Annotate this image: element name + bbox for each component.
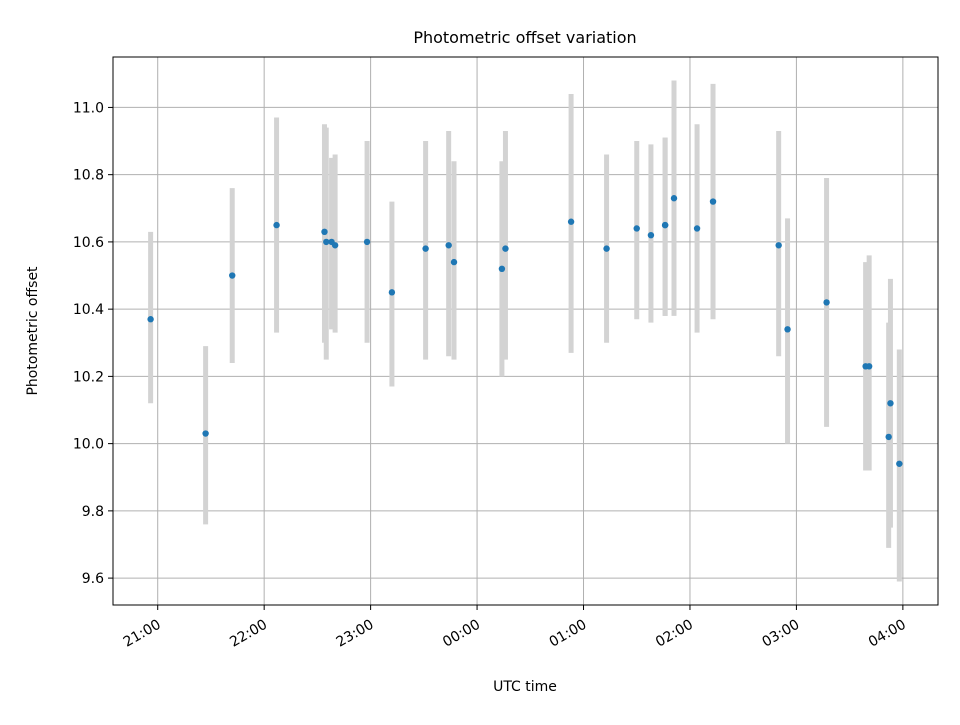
y-axis-label: Photometric offset — [25, 266, 41, 396]
data-point — [823, 299, 830, 306]
data-point — [502, 245, 509, 252]
data-point — [775, 242, 782, 249]
data-point — [388, 289, 396, 296]
y-tick-label: 10.4 — [73, 302, 104, 318]
data-points — [147, 195, 903, 467]
data-point — [445, 242, 452, 249]
y-tick-label: 11.0 — [73, 100, 104, 116]
data-point — [229, 272, 236, 279]
chart-title: Photometric offset variation — [413, 28, 636, 47]
data-point — [670, 195, 678, 202]
data-point — [202, 430, 209, 437]
y-tick-label: 9.6 — [82, 571, 104, 587]
y-tick-label: 10.2 — [73, 369, 104, 385]
data-point — [498, 265, 506, 273]
data-point — [887, 400, 894, 407]
data-point — [865, 363, 873, 370]
data-point — [323, 238, 330, 246]
data-point — [885, 433, 892, 441]
data-point — [896, 460, 903, 467]
data-point — [567, 218, 575, 225]
y-tick-label: 10.0 — [73, 437, 104, 453]
plot-frame — [112, 56, 939, 606]
data-point — [450, 258, 458, 266]
data-point — [603, 245, 610, 252]
y-tick-label: 10.6 — [73, 235, 104, 251]
data-point — [647, 231, 655, 239]
data-point — [321, 228, 328, 236]
data-point — [422, 245, 429, 252]
y-tick-label: 9.8 — [82, 504, 104, 520]
data-point — [273, 221, 280, 229]
data-point — [709, 198, 717, 205]
data-point — [661, 221, 669, 229]
data-point — [147, 316, 154, 323]
x-axis-label: UTC time — [493, 679, 557, 695]
y-axis-ticks: 9.6 9.8 10.0 10.2 10.4 10.6 10.8 11.0 — [73, 100, 113, 587]
data-point — [693, 225, 701, 232]
data-point — [363, 238, 371, 246]
grid — [113, 57, 938, 605]
y-tick-label: 10.8 — [73, 168, 104, 184]
data-point — [633, 225, 640, 232]
data-point — [784, 326, 791, 333]
data-point — [331, 242, 339, 249]
